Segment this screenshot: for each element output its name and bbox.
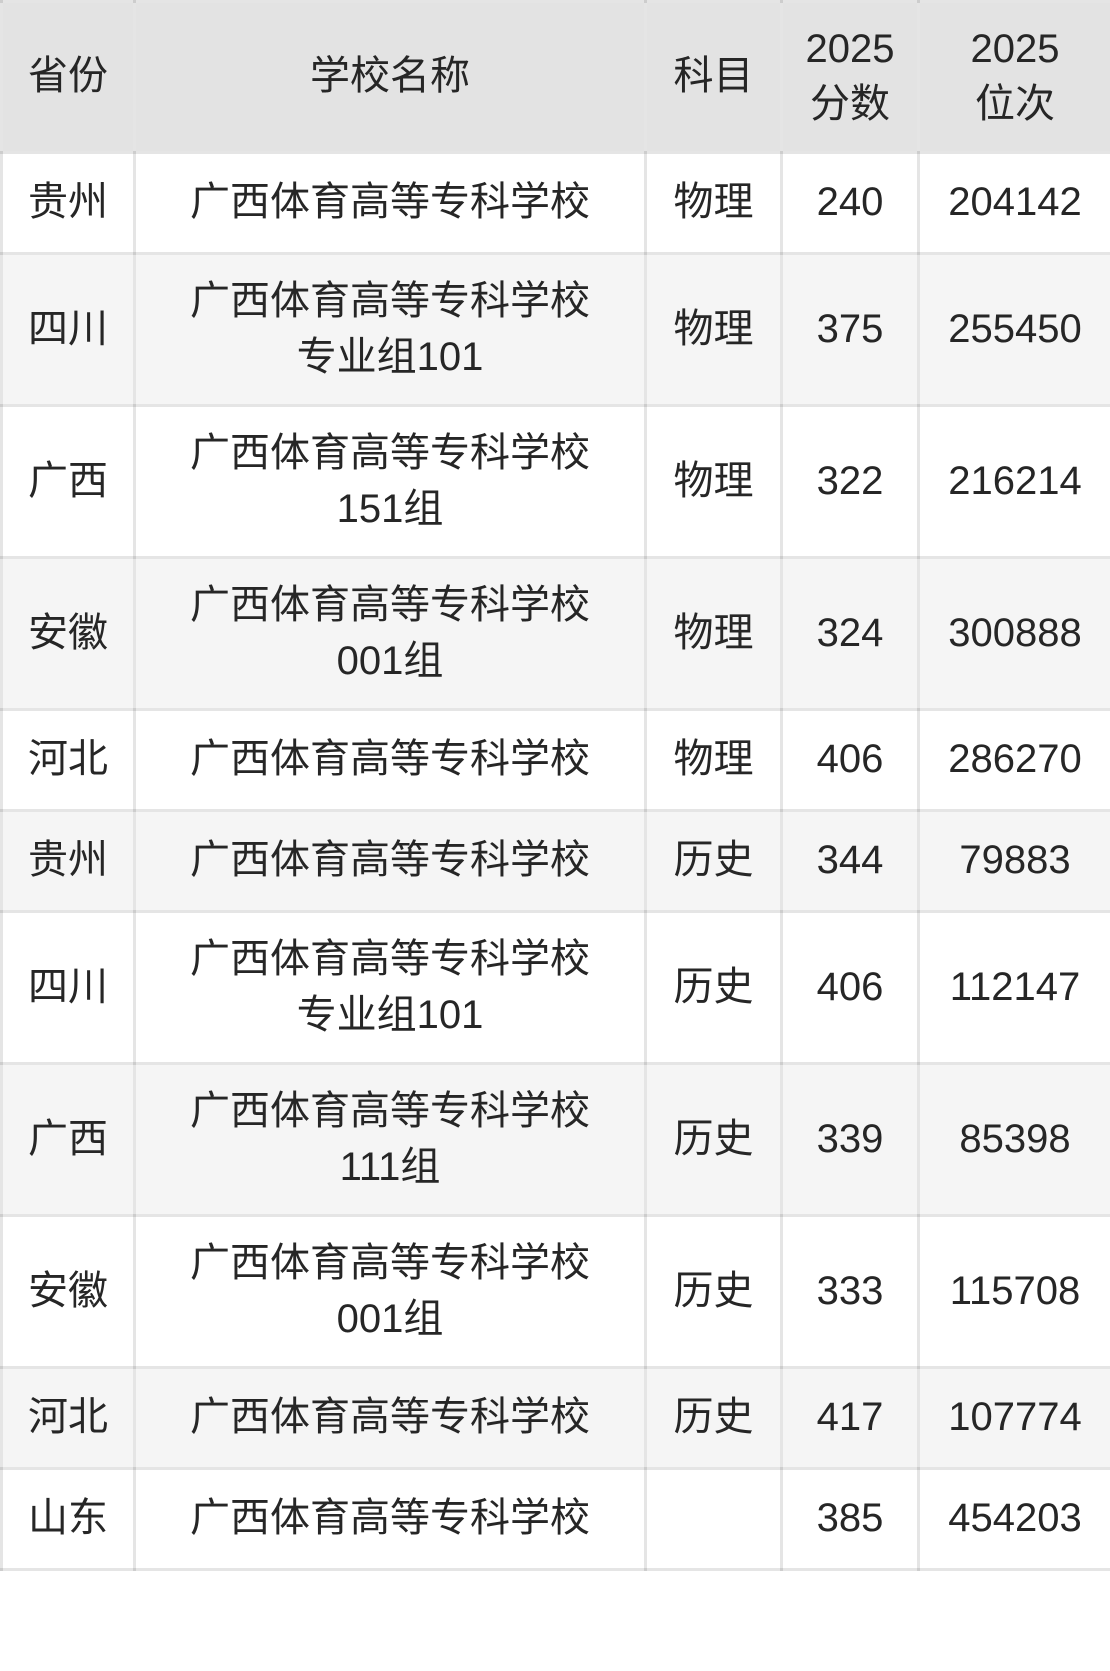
col-header-score-2025: 2025 分数	[780, 0, 920, 154]
cell-score-2025: 240	[780, 151, 920, 255]
cell-score-2025: 417	[780, 1366, 920, 1470]
cell-subject	[644, 1467, 783, 1571]
cell-province: 山东	[0, 1467, 136, 1571]
col-header-rank-2025: 2025 位次	[917, 0, 1110, 154]
cell-score-2025: 324	[780, 556, 920, 711]
table-row: 河北 广西体育高等专科学校 历史 417 107774	[0, 1366, 1110, 1470]
table-body: 贵州 广西体育高等专科学校 物理 240 204142 四川 广西体育高等专科学…	[0, 151, 1110, 1571]
cell-rank-2025: 79883	[917, 809, 1110, 913]
cell-subject: 物理	[644, 151, 783, 255]
cell-score-2025: 375	[780, 252, 920, 407]
table-row: 广西 广西体育高等专科学校 151组 物理 322 216214	[0, 404, 1110, 559]
cell-rank-2025: 112147	[917, 910, 1110, 1065]
cell-school-name: 广西体育高等专科学校	[133, 708, 647, 812]
cell-rank-2025: 204142	[917, 151, 1110, 255]
cell-school-name: 广西体育高等专科学校 专业组101	[133, 252, 647, 407]
cell-subject: 物理	[644, 708, 783, 812]
cell-rank-2025: 255450	[917, 252, 1110, 407]
cell-score-2025: 406	[780, 708, 920, 812]
cell-subject: 历史	[644, 1062, 783, 1217]
cell-rank-2025: 115708	[917, 1214, 1110, 1369]
cell-province: 安徽	[0, 556, 136, 711]
header-row: 省份 学校名称 科目 2025 分数 2025 位次	[0, 0, 1110, 154]
cell-subject: 历史	[644, 1366, 783, 1470]
cell-school-name: 广西体育高等专科学校	[133, 151, 647, 255]
cell-province: 四川	[0, 910, 136, 1065]
col-header-school: 学校名称	[133, 0, 647, 154]
table-header: 省份 学校名称 科目 2025 分数 2025 位次	[0, 0, 1110, 154]
col-header-subject: 科目	[644, 0, 783, 154]
table-row: 四川 广西体育高等专科学校 专业组101 物理 375 255450	[0, 252, 1110, 407]
table-row: 安徽 广西体育高等专科学校 001组 历史 333 115708	[0, 1214, 1110, 1369]
cell-subject: 历史	[644, 809, 783, 913]
cell-province: 河北	[0, 708, 136, 812]
cell-province: 贵州	[0, 151, 136, 255]
cell-rank-2025: 107774	[917, 1366, 1110, 1470]
cell-subject: 物理	[644, 556, 783, 711]
cell-score-2025: 322	[780, 404, 920, 559]
table-row: 广西 广西体育高等专科学校 111组 历史 339 85398	[0, 1062, 1110, 1217]
table-row: 四川 广西体育高等专科学校 专业组101 历史 406 112147	[0, 910, 1110, 1065]
cell-school-name: 广西体育高等专科学校 专业组101	[133, 910, 647, 1065]
table-row: 贵州 广西体育高等专科学校 物理 240 204142	[0, 151, 1110, 255]
cell-school-name: 广西体育高等专科学校 001组	[133, 556, 647, 711]
cell-school-name: 广西体育高等专科学校	[133, 809, 647, 913]
cell-rank-2025: 454203	[917, 1467, 1110, 1571]
cell-school-name: 广西体育高等专科学校	[133, 1467, 647, 1571]
table-row: 河北 广西体育高等专科学校 物理 406 286270	[0, 708, 1110, 812]
table-row: 安徽 广西体育高等专科学校 001组 物理 324 300888	[0, 556, 1110, 711]
cell-subject: 物理	[644, 404, 783, 559]
cell-rank-2025: 300888	[917, 556, 1110, 711]
cell-province: 广西	[0, 1062, 136, 1217]
cell-school-name: 广西体育高等专科学校 001组	[133, 1214, 647, 1369]
cell-rank-2025: 286270	[917, 708, 1110, 812]
cell-school-name: 广西体育高等专科学校 111组	[133, 1062, 647, 1217]
cell-province: 四川	[0, 252, 136, 407]
cell-school-name: 广西体育高等专科学校 151组	[133, 404, 647, 559]
cell-province: 贵州	[0, 809, 136, 913]
cell-score-2025: 333	[780, 1214, 920, 1369]
cell-subject: 物理	[644, 252, 783, 407]
cell-school-name: 广西体育高等专科学校	[133, 1366, 647, 1470]
cell-subject: 历史	[644, 910, 783, 1065]
cell-score-2025: 339	[780, 1062, 920, 1217]
cell-score-2025: 385	[780, 1467, 920, 1571]
cell-province: 广西	[0, 404, 136, 559]
cell-subject: 历史	[644, 1214, 783, 1369]
cell-score-2025: 344	[780, 809, 920, 913]
cell-rank-2025: 216214	[917, 404, 1110, 559]
table-row: 山东 广西体育高等专科学校 385 454203	[0, 1467, 1110, 1571]
cell-rank-2025: 85398	[917, 1062, 1110, 1217]
cell-score-2025: 406	[780, 910, 920, 1065]
table-row: 贵州 广西体育高等专科学校 历史 344 79883	[0, 809, 1110, 913]
col-header-province: 省份	[0, 0, 136, 154]
cell-province: 安徽	[0, 1214, 136, 1369]
admission-score-table: 省份 学校名称 科目 2025 分数 2025 位次 贵州 广西体育高等专科学校…	[0, 0, 1110, 1571]
cell-province: 河北	[0, 1366, 136, 1470]
